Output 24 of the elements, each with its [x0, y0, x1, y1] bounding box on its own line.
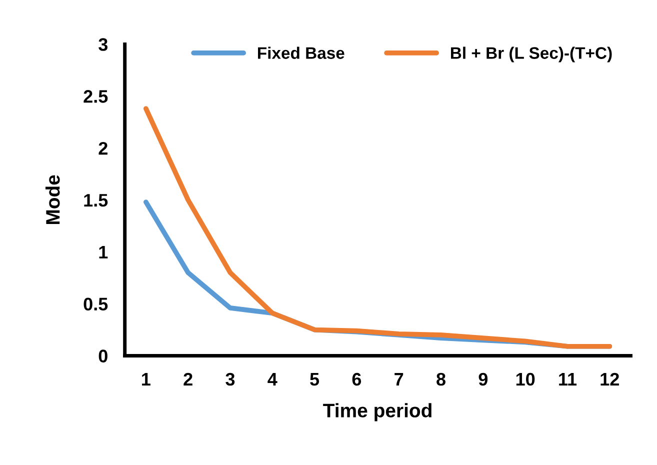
x-tick-label: 3 [226, 372, 235, 386]
x-tick-label: 5 [310, 373, 320, 386]
y-tick-label: 3 [98, 38, 108, 51]
y-tick-label: 0 [98, 350, 108, 362]
x-tick-label: 2 [184, 372, 192, 386]
x-tick-label: 11 [559, 373, 577, 386]
y-tick-label: 1 [99, 246, 108, 258]
x-tick-label: 10 [516, 372, 535, 386]
y-tick-label: 2.5 [84, 90, 108, 103]
x-tick-label: 7 [394, 373, 404, 386]
legend-label: Bl + Br (L Sec)-(T+C) [451, 46, 612, 62]
y-tick-label: 0.5 [84, 298, 108, 311]
legend-label: Fixed Base [258, 46, 344, 59]
x-tick-label: 6 [352, 372, 362, 386]
x-axis-title: Time period [323, 403, 432, 422]
y-axis-title: Mode [45, 175, 60, 224]
x-tick-label: 8 [436, 372, 446, 386]
y-tick-label: 1.5 [84, 194, 108, 207]
line-series [143, 106, 612, 349]
x-tick-label: 1 [142, 373, 150, 386]
x-tick-label: 9 [478, 372, 488, 386]
x-tick-label: 12 [600, 372, 619, 386]
y-tick-label: 2 [98, 142, 108, 155]
x-tick-label: 4 [268, 373, 278, 386]
